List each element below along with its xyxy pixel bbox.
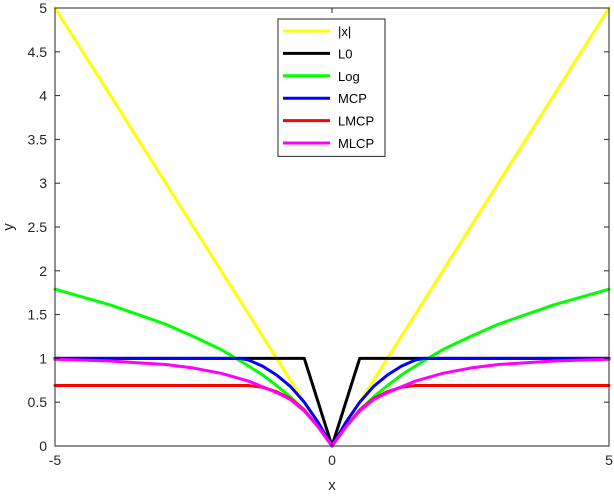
y-tick-label: 4.5 [28, 44, 48, 60]
series-line-4 [53, 384, 611, 448]
legend-label: Log [338, 69, 360, 84]
y-tick-label: 3 [39, 175, 47, 191]
y-tick-label: 5 [39, 0, 47, 16]
x-tick-label: 5 [605, 452, 613, 468]
y-tick-label: 2 [39, 263, 47, 279]
legend-label: L0 [338, 46, 352, 61]
legend-label: |x| [338, 24, 351, 39]
legend-label: LMCP [338, 114, 374, 129]
series-line-5 [53, 357, 611, 448]
y-axis-label: y [0, 223, 17, 231]
legend-label: MCP [338, 91, 367, 106]
series-line-2 [53, 287, 611, 448]
axis-tick-labels: -5 0 500.511.522.533.544.55 [28, 0, 614, 468]
legend: |x| L0 Log MCP LMCP MLCP [277, 18, 386, 157]
series-line-3 [53, 356, 611, 448]
x-axis-label: x [328, 477, 336, 494]
y-tick-label: 2.5 [28, 219, 48, 235]
series-line-1 [53, 356, 611, 448]
legend-label: MLCP [338, 136, 374, 151]
legend-box [277, 18, 386, 157]
y-tick-label: 3.5 [28, 131, 48, 147]
x-tick-label: -5 [49, 452, 62, 468]
x-tick-label: 0 [328, 452, 336, 468]
y-tick-label: 4 [39, 88, 47, 104]
y-tick-label: 0.5 [28, 394, 48, 410]
y-tick-label: 1.5 [28, 307, 48, 323]
axis-ticks [54, 7, 610, 447]
y-tick-label: 0 [39, 438, 47, 454]
y-tick-label: 1 [39, 350, 47, 366]
